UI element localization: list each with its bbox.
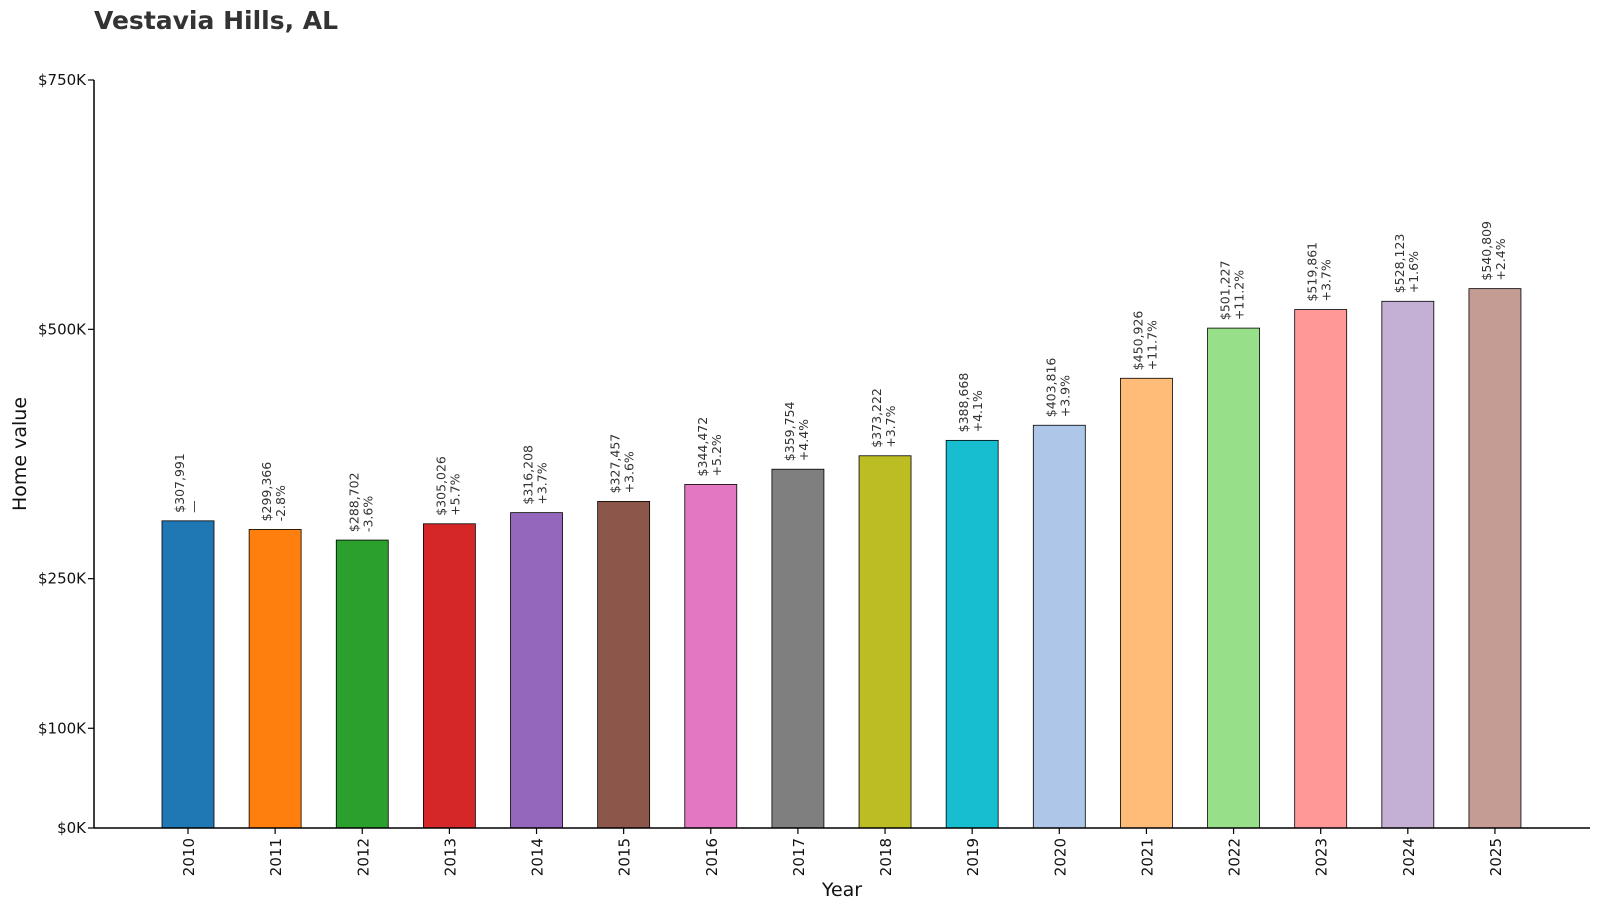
y-tick-label: $500K xyxy=(38,320,87,338)
bar-value-label: $305,026 xyxy=(433,456,448,516)
bar-2016 xyxy=(684,484,738,829)
bar-change-label: +3.7% xyxy=(883,405,898,447)
x-tick-label: 2024 xyxy=(1400,838,1418,876)
x-tick-label: 2010 xyxy=(180,838,198,876)
bar-change-label: +11.7% xyxy=(1144,320,1159,370)
chart-title: Vestavia Hills, AL xyxy=(94,6,339,35)
x-tick-label: 2012 xyxy=(354,838,372,876)
bar-2022 xyxy=(1207,327,1260,829)
x-tick-label: 2017 xyxy=(790,838,808,876)
bar-value-label: $307,991 xyxy=(172,453,187,513)
y-ticks-layer: $0K $100K $250K $500K $750K xyxy=(38,71,94,837)
x-tick-label: 2025 xyxy=(1487,838,1505,876)
x-tick-label: 2020 xyxy=(1051,838,1069,876)
bar-value-label: $450,926 xyxy=(1130,311,1145,371)
bar-value-label: $288,702 xyxy=(346,472,361,532)
x-ticks-layer: 2010 2011 2012 2013 2014 2015 2016 2017 2018 2019… xyxy=(180,828,1505,876)
bar-change-label: +3.9% xyxy=(1057,375,1072,417)
y-tick-label: $750K xyxy=(38,71,87,89)
x-tick-label: 2022 xyxy=(1226,838,1244,876)
bar-value-label: $528,123 xyxy=(1392,234,1407,294)
bar-value-label: $540,809 xyxy=(1479,221,1494,281)
axes-layer xyxy=(93,80,1590,829)
bar-value-label: $403,816 xyxy=(1043,358,1058,418)
bar-value-label: $327,457 xyxy=(608,434,623,494)
bar-2010 xyxy=(161,520,215,829)
x-tick-label: 2021 xyxy=(1138,838,1156,876)
bar-value-label: $519,861 xyxy=(1305,242,1320,302)
x-tick-label: 2023 xyxy=(1313,838,1331,876)
bar-change-label: +4.1% xyxy=(970,390,985,432)
bar-2025 xyxy=(1468,288,1522,829)
bar-value-label: $316,208 xyxy=(521,445,536,505)
bar-change-label: +3.7% xyxy=(1319,259,1334,301)
bar-2015 xyxy=(597,501,651,829)
bar-labels-layer: $307,991— $299,366 -2.8% $288,702 -3.6% $305,… xyxy=(172,221,1508,532)
bar-2012 xyxy=(335,539,389,829)
bar-change-label: -3.6% xyxy=(360,496,375,532)
x-tick-label: 2015 xyxy=(616,838,634,876)
bar-value-label: $299,366 xyxy=(259,462,274,522)
bar-2011 xyxy=(248,529,302,829)
bar-2014 xyxy=(510,512,563,829)
bar-change-label: +4.4% xyxy=(796,419,811,461)
bar-change-label: +1.6% xyxy=(1406,251,1421,293)
x-tick-label: 2018 xyxy=(877,838,895,876)
bar-change-label: +5.7% xyxy=(447,473,462,515)
y-tick-label: $100K xyxy=(38,719,87,737)
bar-change-label: +5.2% xyxy=(709,434,724,476)
y-tick-label: $250K xyxy=(38,570,87,588)
bar-change-label: +3.6% xyxy=(622,451,637,493)
x-tick-label: 2014 xyxy=(529,838,547,876)
x-tick-label: 2011 xyxy=(267,838,285,876)
bar-value-label: $344,472 xyxy=(695,417,710,477)
bar-value-label: $359,754 xyxy=(782,402,797,462)
bar-2017 xyxy=(771,468,825,829)
y-tick-label: $0K xyxy=(57,819,87,837)
bar-change-label: +3.7% xyxy=(535,462,550,504)
bar-value-label: $388,668 xyxy=(956,373,971,433)
bar-2024 xyxy=(1381,300,1435,829)
bar-change-label: -2.8% xyxy=(273,485,288,521)
x-tick-label: 2013 xyxy=(441,838,459,876)
bar-value-label: $501,227 xyxy=(1218,260,1233,320)
bar-2020 xyxy=(1032,424,1086,829)
bar-2018 xyxy=(858,455,912,829)
x-tick-label: 2019 xyxy=(964,838,982,876)
y-axis-title: Home value xyxy=(9,397,31,511)
bar-2019 xyxy=(945,439,999,829)
bars-layer xyxy=(161,288,1522,829)
x-tick-label: 2016 xyxy=(703,838,721,876)
bar-2013 xyxy=(422,523,476,829)
bar-change-label: +11.2% xyxy=(1232,270,1247,320)
bar-2021 xyxy=(1120,377,1173,829)
bar-change-label: +2.4% xyxy=(1493,238,1508,280)
bar-change-label: — xyxy=(186,500,201,513)
x-axis-title: Year xyxy=(821,879,862,901)
bar-2023 xyxy=(1294,309,1348,829)
bar-value-label: $373,222 xyxy=(869,388,884,448)
